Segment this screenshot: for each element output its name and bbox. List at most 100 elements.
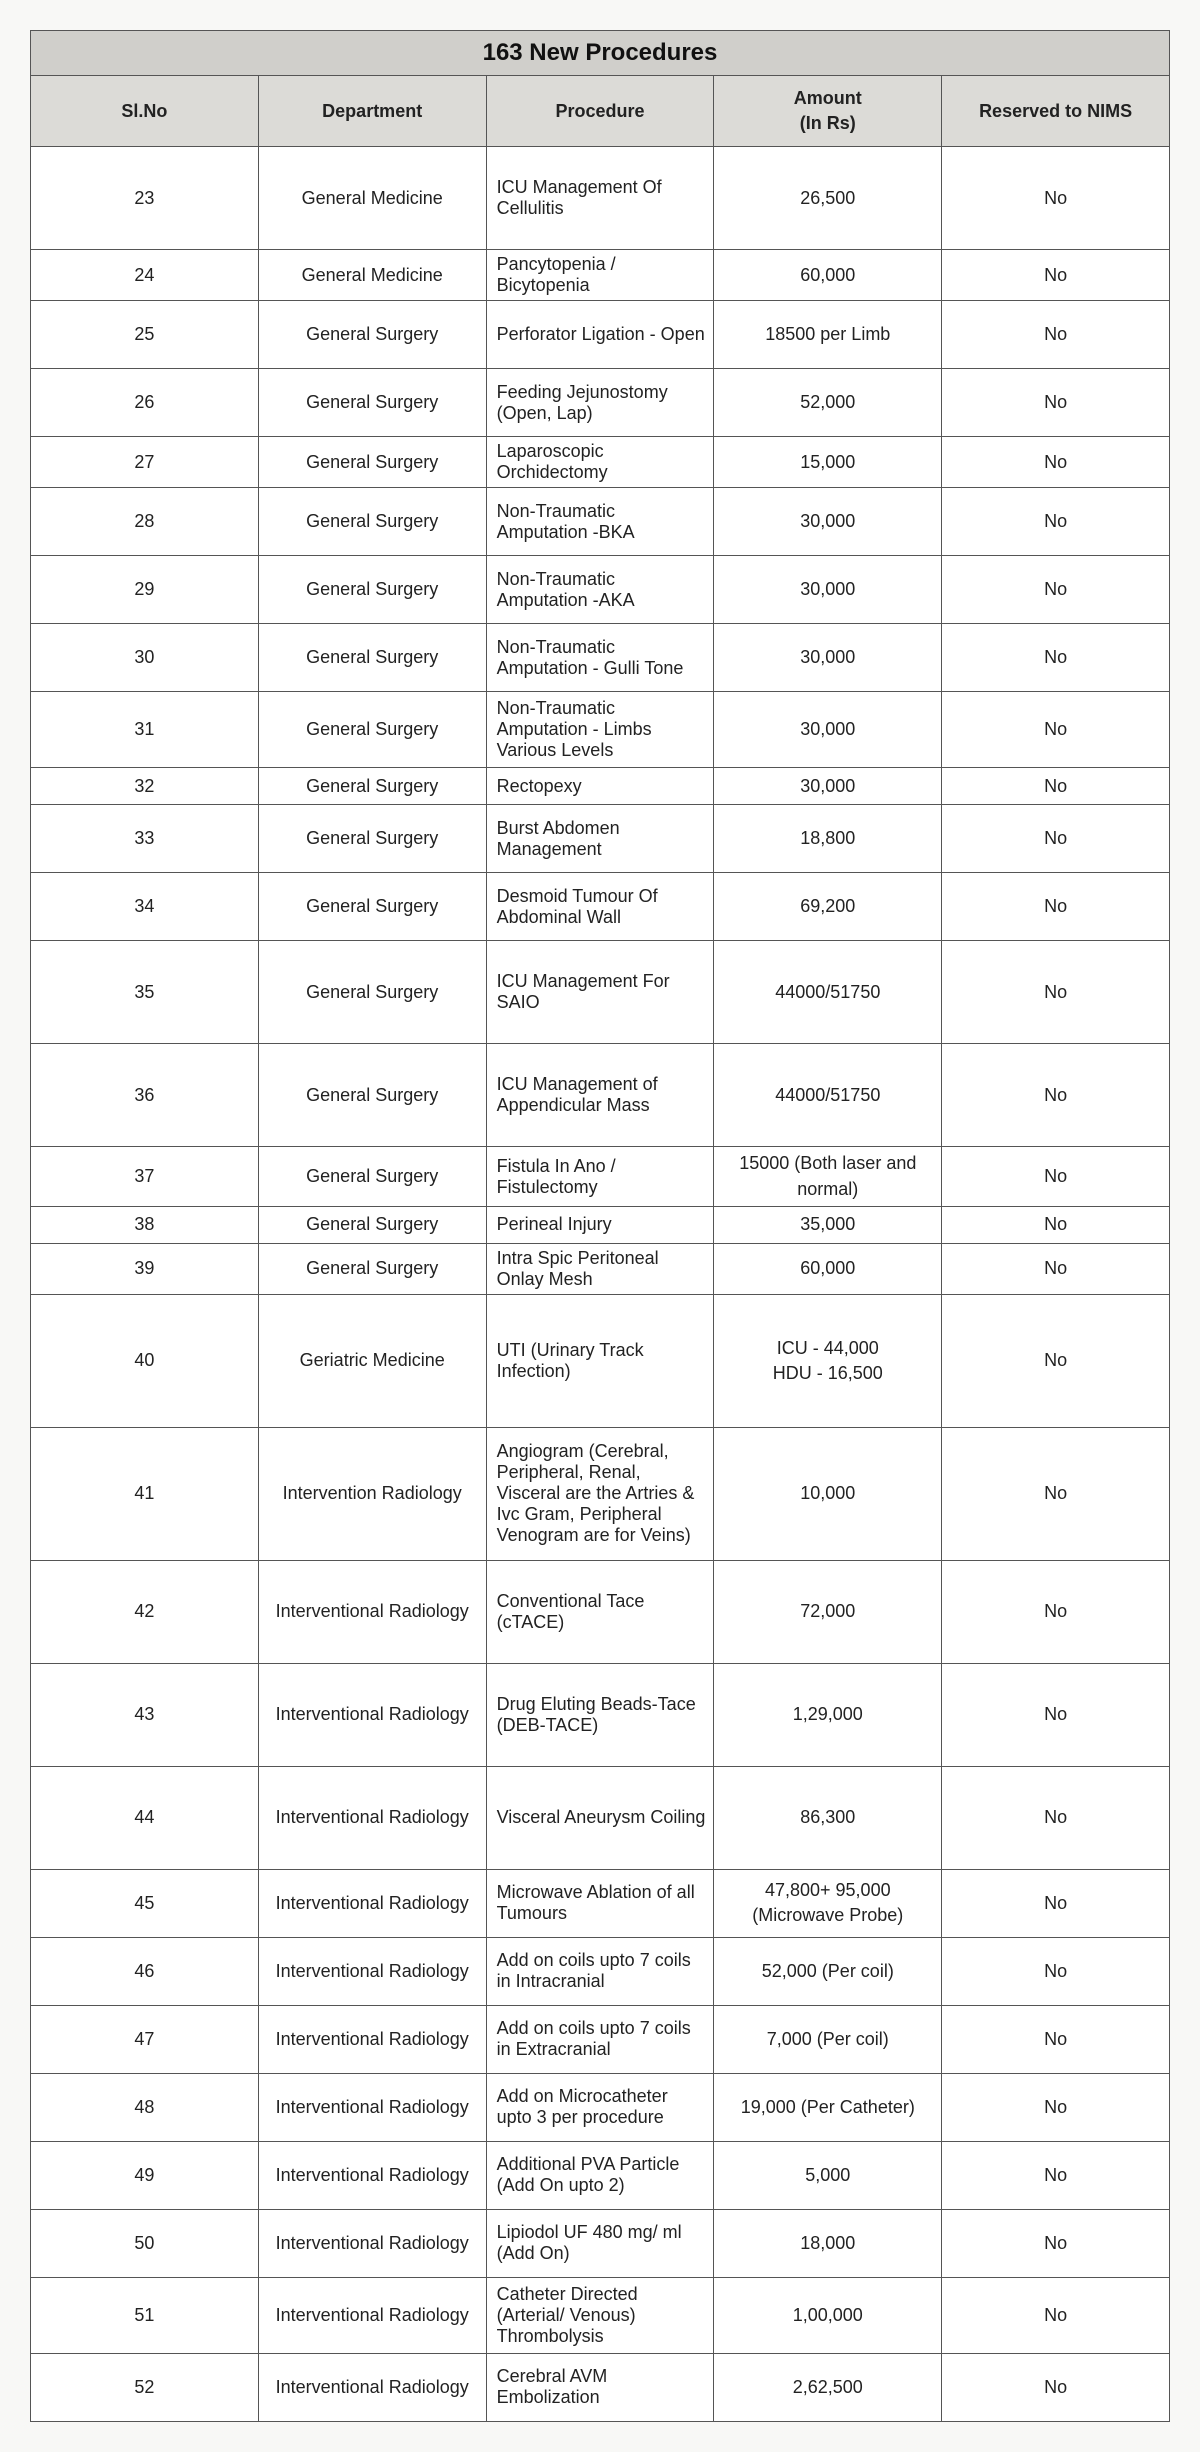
cell-amount: 72,000 [714, 1560, 942, 1663]
cell-dept: General Surgery [258, 369, 486, 437]
cell-amount: 30,000 [714, 692, 942, 768]
table-row: 38General SurgeryPerineal Injury35,000No [31, 1206, 1170, 1243]
cell-amount: 18,800 [714, 805, 942, 873]
cell-proc: Perineal Injury [486, 1206, 714, 1243]
cell-proc: Pancytopenia / Bicytopenia [486, 250, 714, 301]
cell-reserved: No [942, 1427, 1170, 1560]
cell-proc: Burst Abdomen Management [486, 805, 714, 873]
cell-slno: 26 [31, 369, 259, 437]
table-row: 42Interventional RadiologyConventional T… [31, 1560, 1170, 1663]
cell-slno: 32 [31, 768, 259, 805]
table-header-row: Sl.No Department Procedure Amount (In Rs… [31, 76, 1170, 147]
cell-amount: 44000/51750 [714, 941, 942, 1044]
cell-dept: General Surgery [258, 768, 486, 805]
cell-reserved: No [942, 301, 1170, 369]
cell-dept: General Surgery [258, 437, 486, 488]
cell-dept: Interventional Radiology [258, 2141, 486, 2209]
cell-proc: Fistula In Ano / Fistulectomy [486, 1147, 714, 1206]
cell-slno: 52 [31, 2353, 259, 2421]
cell-reserved: No [942, 1294, 1170, 1427]
cell-dept: General Medicine [258, 250, 486, 301]
cell-proc: Intra Spic Peritoneal Onlay Mesh [486, 1243, 714, 1294]
cell-reserved: No [942, 1044, 1170, 1147]
cell-slno: 27 [31, 437, 259, 488]
cell-amount: 69,200 [714, 873, 942, 941]
cell-dept: General Surgery [258, 624, 486, 692]
cell-slno: 39 [31, 1243, 259, 1294]
cell-reserved: No [942, 941, 1170, 1044]
table-row: 52Interventional RadiologyCerebral AVM E… [31, 2353, 1170, 2421]
cell-proc: Conventional Tace (cTACE) [486, 1560, 714, 1663]
table-row: 25General SurgeryPerforator Ligation - O… [31, 301, 1170, 369]
cell-slno: 47 [31, 2005, 259, 2073]
cell-dept: Interventional Radiology [258, 1663, 486, 1766]
cell-slno: 35 [31, 941, 259, 1044]
cell-proc: Non-Traumatic Amputation - Gulli Tone [486, 624, 714, 692]
cell-slno: 50 [31, 2209, 259, 2277]
cell-reserved: No [942, 873, 1170, 941]
cell-reserved: No [942, 2209, 1170, 2277]
cell-amount: 30,000 [714, 488, 942, 556]
cell-dept: General Surgery [258, 1044, 486, 1147]
cell-proc: Drug Eluting Beads-Tace (DEB-TACE) [486, 1663, 714, 1766]
cell-reserved: No [942, 488, 1170, 556]
cell-proc: Perforator Ligation - Open [486, 301, 714, 369]
cell-proc: Add on coils upto 7 coils in Extracrania… [486, 2005, 714, 2073]
cell-reserved: No [942, 692, 1170, 768]
cell-slno: 23 [31, 147, 259, 250]
cell-dept: General Surgery [258, 1243, 486, 1294]
cell-slno: 51 [31, 2277, 259, 2353]
cell-dept: Interventional Radiology [258, 1937, 486, 2005]
procedures-table: 163 New Procedures Sl.No Department Proc… [30, 30, 1170, 2422]
cell-reserved: No [942, 1243, 1170, 1294]
cell-reserved: No [942, 147, 1170, 250]
cell-reserved: No [942, 1766, 1170, 1869]
cell-dept: General Surgery [258, 556, 486, 624]
table-row: 35General SurgeryICU Management For SAIO… [31, 941, 1170, 1044]
cell-slno: 25 [31, 301, 259, 369]
cell-proc: Add on Microcatheter upto 3 per procedur… [486, 2073, 714, 2141]
cell-amount: 18500 per Limb [714, 301, 942, 369]
table-row: 45Interventional RadiologyMicrowave Abla… [31, 1869, 1170, 1937]
table-row: 23General MedicineICU Management Of Cell… [31, 147, 1170, 250]
cell-dept: Interventional Radiology [258, 2209, 486, 2277]
cell-reserved: No [942, 624, 1170, 692]
table-row: 29General SurgeryNon-Traumatic Amputatio… [31, 556, 1170, 624]
cell-reserved: No [942, 250, 1170, 301]
cell-proc: Angiogram (Cerebral, Peripheral, Renal, … [486, 1427, 714, 1560]
cell-proc: Rectopexy [486, 768, 714, 805]
cell-slno: 40 [31, 1294, 259, 1427]
cell-dept: General Surgery [258, 941, 486, 1044]
cell-amount: 15,000 [714, 437, 942, 488]
table-row: 34General SurgeryDesmoid Tumour Of Abdom… [31, 873, 1170, 941]
cell-amount: 30,000 [714, 768, 942, 805]
cell-amount: 1,00,000 [714, 2277, 942, 2353]
cell-slno: 36 [31, 1044, 259, 1147]
cell-amount: 86,300 [714, 1766, 942, 1869]
cell-proc: Additional PVA Particle (Add On upto 2) [486, 2141, 714, 2209]
cell-reserved: No [942, 369, 1170, 437]
cell-dept: General Surgery [258, 488, 486, 556]
cell-slno: 28 [31, 488, 259, 556]
cell-amount: 35,000 [714, 1206, 942, 1243]
cell-amount: 10,000 [714, 1427, 942, 1560]
table-row: 24General MedicinePancytopenia / Bicytop… [31, 250, 1170, 301]
cell-proc: Desmoid Tumour Of Abdominal Wall [486, 873, 714, 941]
cell-proc: Non-Traumatic Amputation - Limbs Various… [486, 692, 714, 768]
cell-reserved: No [942, 2353, 1170, 2421]
cell-slno: 34 [31, 873, 259, 941]
cell-amount: 60,000 [714, 250, 942, 301]
table-row: 27General SurgeryLaparoscopic Orchidecto… [31, 437, 1170, 488]
cell-dept: Geriatric Medicine [258, 1294, 486, 1427]
cell-slno: 44 [31, 1766, 259, 1869]
cell-amount: 26,500 [714, 147, 942, 250]
cell-reserved: No [942, 805, 1170, 873]
cell-proc: ICU Management of Appendicular Mass [486, 1044, 714, 1147]
cell-reserved: No [942, 2141, 1170, 2209]
table-row: 39General SurgeryIntra Spic Peritoneal O… [31, 1243, 1170, 1294]
cell-dept: Intervention Radiology [258, 1427, 486, 1560]
cell-reserved: No [942, 768, 1170, 805]
table-row: 41Intervention RadiologyAngiogram (Cereb… [31, 1427, 1170, 1560]
table-row: 33General SurgeryBurst Abdomen Managemen… [31, 805, 1170, 873]
cell-amount: 52,000 (Per coil) [714, 1937, 942, 2005]
